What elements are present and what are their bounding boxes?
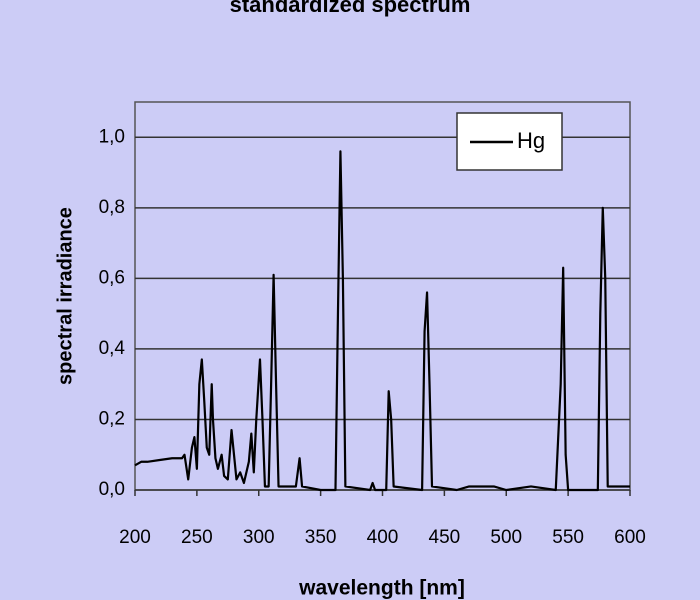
x-tick-label: 300: [243, 527, 275, 548]
series-line: [134, 150, 630, 492]
y-tick-label: 0,2: [99, 408, 125, 429]
y-axis-label: spectral irradiance: [54, 207, 76, 385]
y-tick-label: 0,0: [99, 479, 125, 500]
y-tick-label: 0,8: [99, 197, 125, 218]
x-tick-label: 400: [367, 527, 399, 548]
legend-label: Hg: [517, 128, 545, 153]
x-axis-label: wavelength [nm]: [298, 577, 465, 600]
x-tick-label: 200: [119, 527, 151, 548]
chart-title: standardized spectrum: [230, 0, 471, 17]
x-tick-label: 600: [614, 527, 646, 548]
x-tick-label: 500: [490, 527, 522, 548]
x-tick-label: 350: [305, 527, 337, 548]
y-tick-label: 1,0: [99, 126, 125, 147]
x-tick-label: 550: [552, 527, 584, 548]
y-tick-label: 0,4: [99, 338, 126, 359]
y-tick-label: 0,6: [99, 267, 125, 288]
x-tick-label: 250: [181, 527, 213, 548]
x-tick-label: 450: [429, 527, 461, 548]
